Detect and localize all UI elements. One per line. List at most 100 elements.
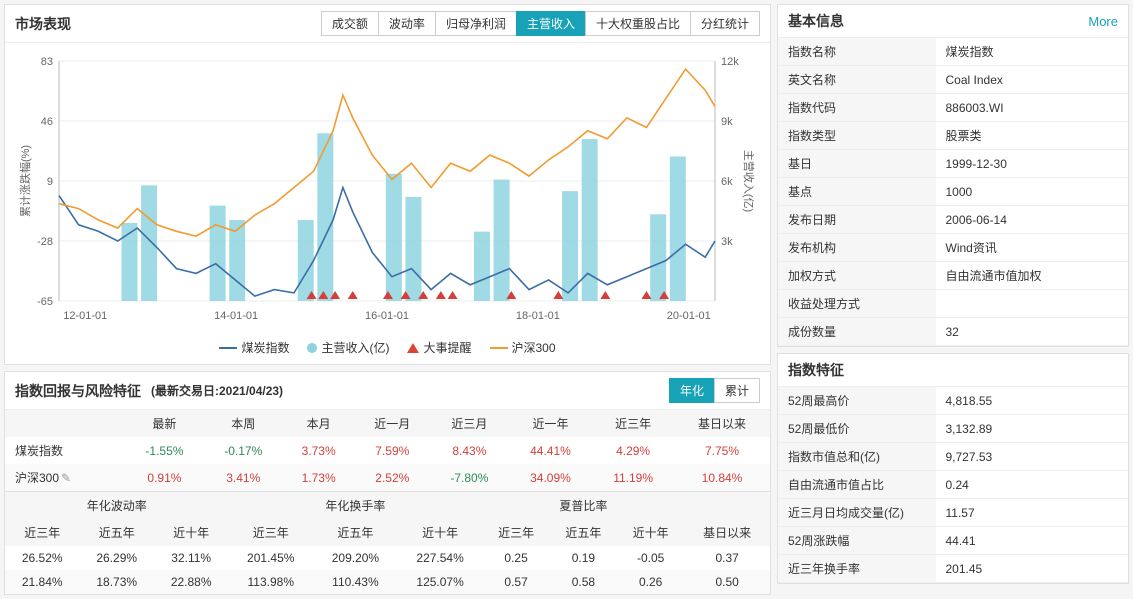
cell: 34.09%	[509, 464, 592, 491]
cell: -0.05	[617, 546, 684, 570]
col-head: 近五年	[313, 519, 398, 546]
cell: 0.57	[482, 570, 549, 594]
market-tab-5[interactable]: 分红统计	[690, 11, 760, 36]
market-tab-1[interactable]: 波动率	[378, 11, 436, 36]
returns-subtitle: (最新交易日:2021/04/23)	[151, 382, 283, 399]
cell: 44.41%	[509, 437, 592, 464]
info-val: 886003.WI	[936, 94, 1129, 122]
info-row: 指数类型股票类	[778, 122, 1128, 150]
info-val: 4,818.55	[936, 387, 1129, 415]
row-label: 沪深300✎	[5, 464, 125, 491]
info-key: 52周最高价	[778, 387, 936, 415]
info-val: 44.41	[936, 527, 1129, 555]
info-row: 发布日期2006-06-14	[778, 206, 1128, 234]
features-title: 指数特征	[788, 360, 844, 380]
table-row: 21.84%18.73%22.88%113.98%110.43%125.07%0…	[5, 570, 770, 594]
cell: 7.75%	[674, 437, 770, 464]
info-val: 股票类	[936, 122, 1129, 150]
row-label: 煤炭指数	[5, 437, 125, 464]
market-performance-panel: 市场表现 成交额波动率归母净利润主营收入十大权重股占比分红统计 -65-2894…	[4, 4, 771, 365]
market-tabs: 成交额波动率归母净利润主营收入十大权重股占比分红统计	[322, 11, 760, 36]
info-val: 201.45	[936, 555, 1129, 583]
info-val: 2006-06-14	[936, 206, 1129, 234]
table-row: 煤炭指数-1.55%-0.17%3.73%7.59%8.43%44.41%4.2…	[5, 437, 770, 464]
svg-text:-28: -28	[37, 236, 53, 248]
svg-text:9: 9	[47, 176, 53, 188]
cell: 227.54%	[398, 546, 483, 570]
cell: 113.98%	[228, 570, 313, 594]
svg-text:83: 83	[41, 56, 53, 68]
info-row: 自由流通市值占比0.24	[778, 471, 1128, 499]
basic-title: 基本信息	[788, 11, 844, 31]
col-head	[5, 410, 125, 437]
svg-text:16-01-01: 16-01-01	[365, 310, 409, 322]
info-key: 发布日期	[778, 206, 936, 234]
col-head: 最新	[125, 410, 204, 437]
info-key: 指数名称	[778, 38, 936, 66]
legend-coal: 煤炭指数	[241, 339, 289, 356]
legend-event: 大事提醒	[423, 339, 471, 356]
group-head: 年化波动率	[5, 492, 228, 520]
info-val: 9,727.53	[936, 443, 1129, 471]
info-val: 自由流通市值加权	[936, 262, 1129, 290]
col-head: 近三年	[228, 519, 313, 546]
returns-table: 最新本周本月近一月近三月近一年近三年基日以来煤炭指数-1.55%-0.17%3.…	[5, 410, 770, 491]
info-val	[936, 290, 1129, 318]
legend-revenue: 主营收入(亿)	[321, 339, 389, 356]
info-key: 加权方式	[778, 262, 936, 290]
returns-title: 指数回报与风险特征	[15, 381, 141, 401]
col-head: 近五年	[79, 519, 153, 546]
cell: -1.55%	[125, 437, 204, 464]
market-tab-2[interactable]: 归母净利润	[435, 11, 517, 36]
market-tab-4[interactable]: 十大权重股占比	[585, 11, 691, 36]
info-key: 指数类型	[778, 122, 936, 150]
info-row: 加权方式自由流通市值加权	[778, 262, 1128, 290]
col-head: 本周	[204, 410, 283, 437]
info-row: 指数市值总和(亿)9,727.53	[778, 443, 1128, 471]
cell: 125.07%	[398, 570, 483, 594]
cell: 0.37	[684, 546, 770, 570]
market-tab-3[interactable]: 主营收入	[516, 11, 586, 36]
cell: 26.29%	[79, 546, 153, 570]
svg-text:12-01-01: 12-01-01	[63, 310, 107, 322]
toggle-annualized[interactable]: 年化	[669, 378, 715, 403]
cell: 10.84%	[674, 464, 770, 491]
info-row: 基点1000	[778, 178, 1128, 206]
info-key: 基点	[778, 178, 936, 206]
cell: -0.17%	[204, 437, 283, 464]
svg-text:46: 46	[41, 116, 53, 128]
market-tab-0[interactable]: 成交额	[321, 11, 379, 36]
svg-text:18-01-01: 18-01-01	[516, 310, 560, 322]
cell: 3.41%	[204, 464, 283, 491]
toggle-cumulative[interactable]: 累计	[714, 378, 760, 403]
cell: 3.73%	[283, 437, 355, 464]
info-row: 52周涨跌幅44.41	[778, 527, 1128, 555]
info-val: 1000	[936, 178, 1129, 206]
svg-text:累计涨跌幅(%): 累计涨跌幅(%)	[18, 145, 32, 217]
returns-risk-panel: 指数回报与风险特征 (最新交易日:2021/04/23) 年化 累计 最新本周本…	[4, 371, 771, 595]
info-key: 52周最低价	[778, 415, 936, 443]
cell: 209.20%	[313, 546, 398, 570]
cell: -7.80%	[430, 464, 509, 491]
info-row: 近三年换手率201.45	[778, 555, 1128, 583]
svg-text:3k: 3k	[721, 236, 733, 248]
market-chart: -65-28946833k6k9k12k累计涨跌幅(%)主营收入(亿)12-01…	[5, 43, 770, 335]
more-link[interactable]: More	[1088, 14, 1118, 29]
cell: 0.19	[550, 546, 617, 570]
features-table: 52周最高价4,818.5552周最低价3,132.89指数市值总和(亿)9,7…	[778, 387, 1128, 583]
table-row: 26.52%26.29%32.11%201.45%209.20%227.54%0…	[5, 546, 770, 570]
cell: 110.43%	[313, 570, 398, 594]
group-head	[684, 492, 770, 520]
svg-text:6k: 6k	[721, 176, 733, 188]
info-val: 3,132.89	[936, 415, 1129, 443]
info-val: Wind资讯	[936, 234, 1129, 262]
info-key: 指数市值总和(亿)	[778, 443, 936, 471]
cell: 0.25	[482, 546, 549, 570]
triangle-icon	[407, 343, 419, 353]
edit-icon[interactable]: ✎	[61, 471, 71, 485]
col-head: 近三月	[430, 410, 509, 437]
svg-text:-65: -65	[37, 296, 53, 308]
cell: 0.26	[617, 570, 684, 594]
info-row: 52周最高价4,818.55	[778, 387, 1128, 415]
cell: 22.88%	[154, 570, 228, 594]
